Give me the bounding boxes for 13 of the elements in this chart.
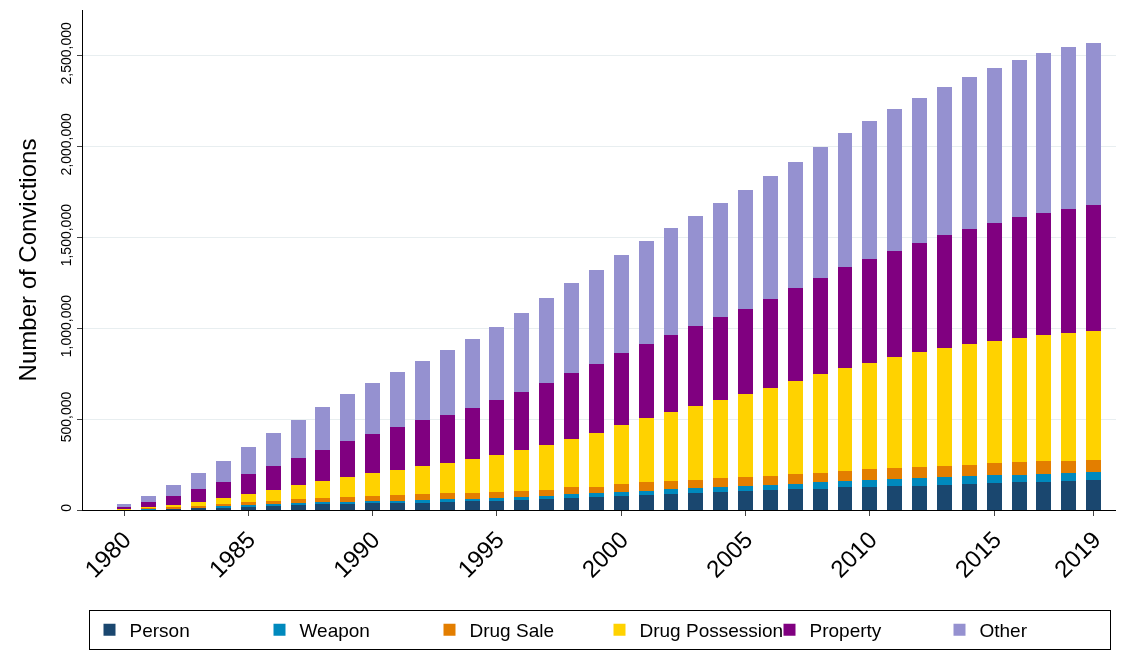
y-tick-label: 1,500,000 xyxy=(58,203,75,267)
legend-label: Other xyxy=(979,620,1028,642)
y-tick-label: 500,000 xyxy=(58,391,75,443)
y-tick-label: 0 xyxy=(58,503,75,512)
legend-label: Property xyxy=(809,620,882,642)
legend-label: Drug Possession xyxy=(639,620,784,642)
y-tick-label: 1,000,000 xyxy=(58,294,75,358)
legend-label: Weapon xyxy=(299,620,370,642)
legend-label: Person xyxy=(129,620,190,642)
y-tick-label: 2,000,000 xyxy=(58,112,75,176)
legend-label: Drug Sale xyxy=(469,620,554,642)
y-axis-title: Number of Convictions xyxy=(13,138,41,382)
y-tick-label: 2,500,000 xyxy=(58,22,75,85)
